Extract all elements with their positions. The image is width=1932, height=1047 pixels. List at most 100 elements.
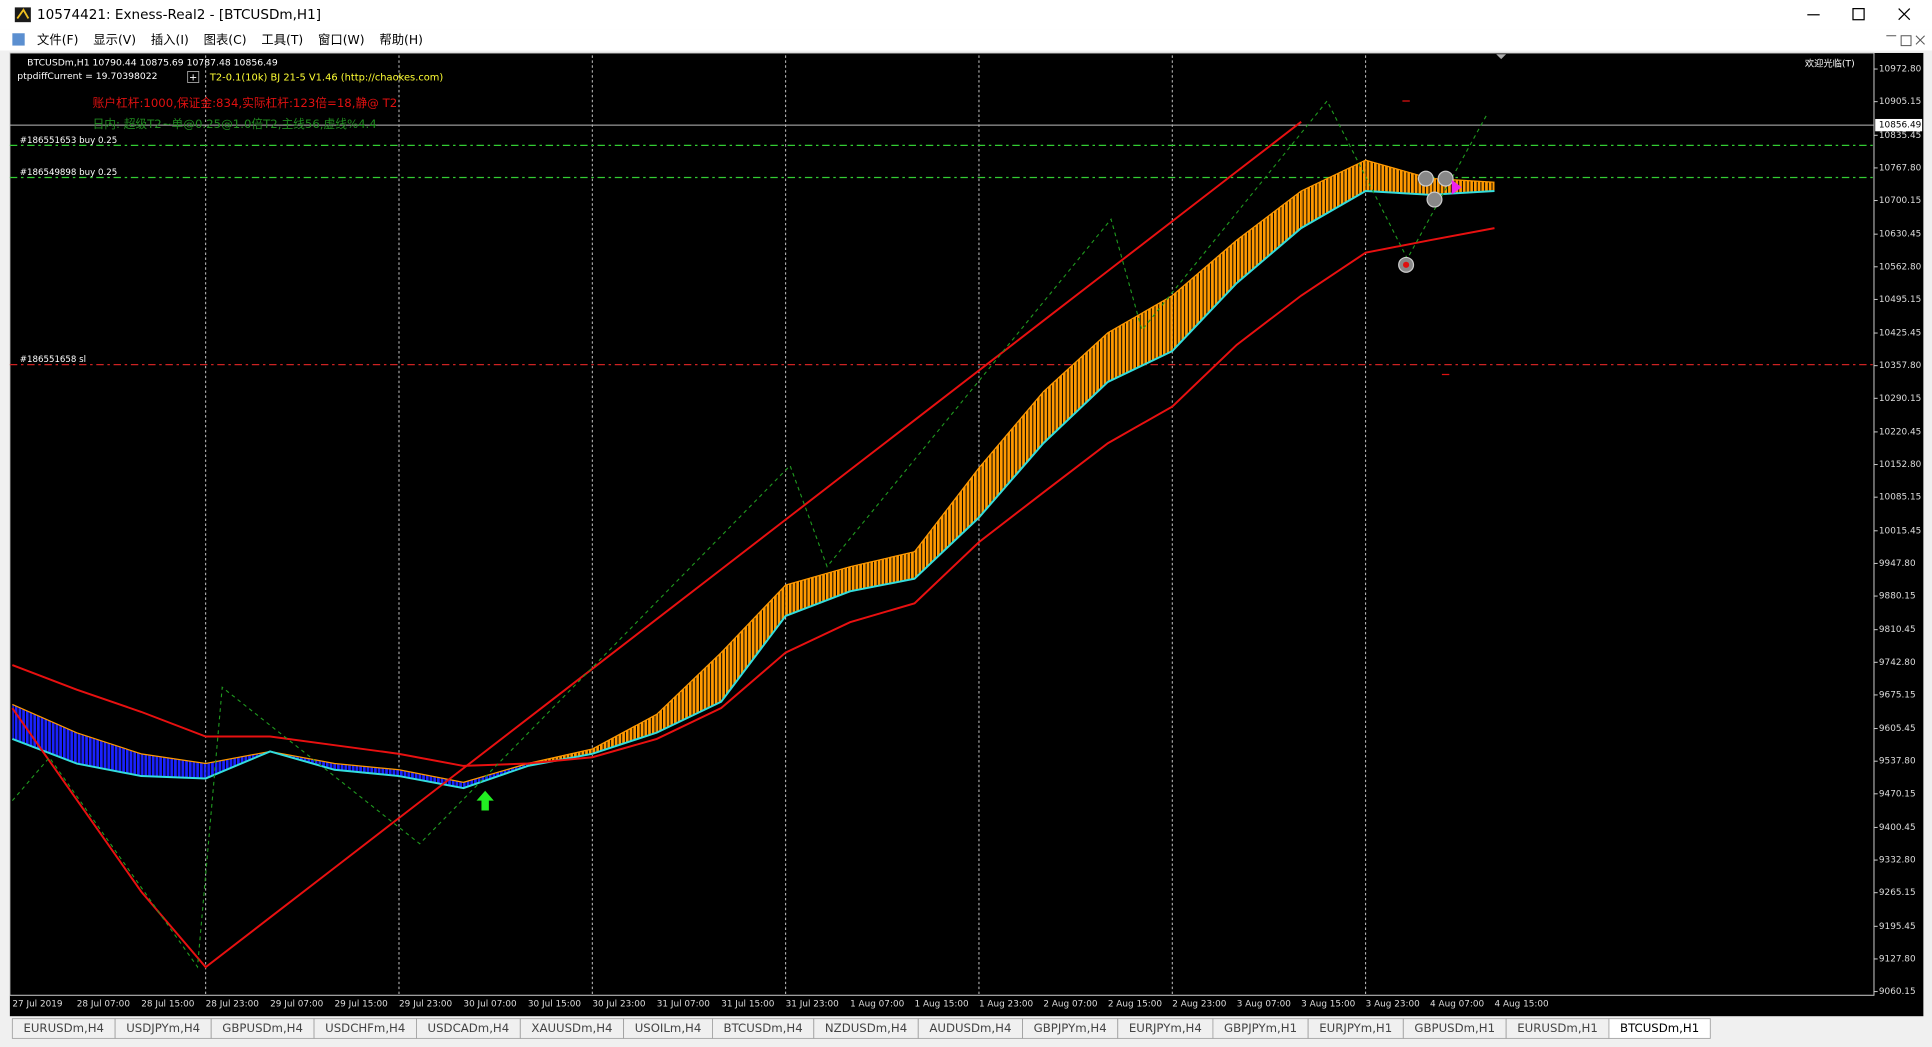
band-segment bbox=[592, 714, 657, 754]
menu-item[interactable]: 帮助(H) bbox=[379, 33, 423, 47]
menu-item[interactable]: 显示(V) bbox=[93, 33, 136, 47]
series-line bbox=[11, 121, 1302, 969]
tab-label[interactable]: XAUUSDm,H4 bbox=[531, 1021, 612, 1035]
x-tick-label: 29 Jul 23:00 bbox=[399, 999, 453, 1009]
window-title: 10574421: Exness-Real2 - [BTCUSDm,H1] bbox=[37, 7, 321, 23]
y-tick-label: 9947.80 bbox=[1879, 559, 1916, 569]
shift-marker bbox=[1496, 54, 1507, 60]
current-price-box bbox=[1875, 118, 1923, 132]
x-tick-label: 27 Jul 2019 bbox=[12, 999, 63, 1009]
band-segment bbox=[978, 391, 1044, 518]
trade-marker bbox=[1426, 191, 1443, 208]
y-tick-label: 9400.45 bbox=[1879, 823, 1916, 833]
y-tick-label: 9742.80 bbox=[1879, 658, 1916, 668]
y-tick-label: 9060.15 bbox=[1879, 987, 1916, 997]
tab-active[interactable] bbox=[1608, 1018, 1711, 1039]
tab-label[interactable]: NZDUSDm,H4 bbox=[825, 1021, 907, 1035]
tab-label[interactable]: GBPJPYm,H4 bbox=[1034, 1021, 1107, 1035]
tab-label[interactable]: USDCHFm,H4 bbox=[325, 1021, 405, 1035]
y-tick-label: 10425.45 bbox=[1879, 329, 1921, 339]
note-green: 日内: 超级T2~单@0.25@1.0倍T2,主线56,虚线%4.4 bbox=[93, 117, 377, 131]
y-tick-label: 9332.80 bbox=[1879, 856, 1916, 866]
x-tick-label: 4 Aug 15:00 bbox=[1494, 999, 1549, 1009]
band-segment bbox=[398, 769, 464, 789]
trade-marker-dot bbox=[1403, 261, 1410, 268]
tab-label[interactable]: EURUSDm,H4 bbox=[23, 1021, 104, 1035]
tab-label[interactable]: USOILm,H4 bbox=[635, 1021, 702, 1035]
menu-item[interactable]: 文件(F) bbox=[37, 32, 78, 47]
band-segment bbox=[1365, 160, 1431, 195]
menu-item[interactable]: 工具(T) bbox=[261, 33, 303, 47]
band-segment bbox=[914, 467, 979, 579]
menu-bar bbox=[0, 29, 1932, 51]
tab-label[interactable]: EURJPYm,H1 bbox=[1319, 1021, 1392, 1035]
series-line bbox=[11, 227, 1495, 767]
tab-label[interactable]: EURUSDm,H1 bbox=[1517, 1021, 1598, 1035]
child-window-controls[interactable] bbox=[1886, 35, 1925, 47]
band-segment bbox=[76, 732, 142, 777]
tab-label[interactable]: BTCUSDm,H1 bbox=[1620, 1021, 1699, 1035]
band-segment bbox=[1301, 160, 1366, 229]
y-tick-label: 10835.45 bbox=[1879, 131, 1921, 141]
x-tick-label: 2 Aug 15:00 bbox=[1108, 999, 1163, 1009]
series-line bbox=[12, 159, 1495, 783]
y-tick-label: 9880.15 bbox=[1879, 592, 1916, 602]
maximize-button[interactable] bbox=[1852, 8, 1865, 21]
y-tick-label: 10357.80 bbox=[1879, 361, 1922, 371]
y-tick-label: 9127.80 bbox=[1879, 954, 1916, 964]
current-price-label: 10856.49 bbox=[1879, 121, 1922, 131]
x-tick-label: 2 Aug 23:00 bbox=[1172, 999, 1227, 1009]
y-tick-label: 9470.15 bbox=[1879, 789, 1916, 799]
x-tick-label: 31 Jul 15:00 bbox=[721, 999, 775, 1009]
x-tick-label: 30 Jul 07:00 bbox=[463, 999, 517, 1009]
band-segment bbox=[1107, 295, 1173, 382]
tab-label[interactable]: GBPJPYm,H1 bbox=[1224, 1021, 1297, 1035]
tabs: EURUSDm,H4 USDJPYm,H4 GBPUSDm,H4 USDCHFm,H4… bbox=[11, 1018, 1711, 1039]
menu-item[interactable]: 窗口(W) bbox=[318, 33, 365, 47]
x-tick-label: 31 Jul 23:00 bbox=[786, 999, 840, 1009]
band-segment bbox=[1236, 190, 1302, 284]
series-line bbox=[11, 189, 1495, 790]
menu-icon bbox=[12, 33, 25, 46]
chart-background bbox=[9, 52, 1924, 1017]
close-button[interactable] bbox=[1898, 8, 1911, 21]
buy-arrow bbox=[476, 790, 494, 811]
menu-items: 文件(F) 显示(V) 插入(I) 图表(C) 工具(T) 窗口(W) 帮助(H) bbox=[37, 32, 423, 47]
menu-item[interactable]: 插入(I) bbox=[151, 33, 189, 47]
tab-label[interactable]: GBPUSDm,H4 bbox=[222, 1021, 303, 1035]
y-tick-label: 10767.80 bbox=[1879, 163, 1922, 173]
y-tick-label: 10905.15 bbox=[1879, 97, 1921, 107]
x-tick-label: 1 Aug 07:00 bbox=[850, 999, 905, 1009]
y-tick-label: 9605.45 bbox=[1879, 724, 1916, 734]
x-tick-label: 29 Jul 07:00 bbox=[270, 999, 324, 1009]
tab-label[interactable]: AUDUSDm,H4 bbox=[929, 1021, 1011, 1035]
x-tick-label: 2 Aug 07:00 bbox=[1043, 999, 1098, 1009]
band-segment bbox=[12, 704, 77, 764]
band-segment bbox=[141, 753, 206, 779]
tab-label[interactable]: BTCUSDm,H4 bbox=[724, 1021, 803, 1035]
tab-label[interactable]: USDCADm,H4 bbox=[428, 1021, 510, 1035]
band-segment bbox=[1172, 240, 1237, 352]
tab-label[interactable]: GBPUSDm,H1 bbox=[1414, 1021, 1495, 1035]
x-tick-label: 29 Jul 15:00 bbox=[335, 999, 389, 1009]
y-tick-label: 9675.15 bbox=[1879, 690, 1916, 700]
indicator-toggle[interactable] bbox=[187, 71, 200, 83]
y-tick-label: 10630.45 bbox=[1879, 230, 1921, 240]
chart: #186551653 buy 0.25 #186549898 buy 0.25 #1… bbox=[9, 55, 1874, 996]
plot-border bbox=[9, 52, 1875, 996]
y-tick-label: 10562.80 bbox=[1879, 262, 1922, 272]
band-segment bbox=[785, 566, 851, 616]
indicator-value: ptpdiffCurrent = 19.70398022 bbox=[17, 71, 157, 82]
y-tick-label: 10152.80 bbox=[1879, 460, 1922, 470]
y-tick-label: 9810.45 bbox=[1879, 625, 1916, 635]
tab-label[interactable]: EURJPYm,H4 bbox=[1129, 1021, 1202, 1035]
tab-label[interactable]: USDJPYm,H4 bbox=[126, 1021, 200, 1035]
x-tick-label: 3 Aug 23:00 bbox=[1366, 999, 1421, 1009]
band-segment bbox=[656, 652, 722, 733]
zigzag-line bbox=[11, 99, 1489, 969]
band-segment bbox=[721, 585, 786, 702]
x-tick-label: 4 Aug 07:00 bbox=[1430, 999, 1485, 1009]
menu-item[interactable]: 图表(C) bbox=[204, 33, 247, 47]
